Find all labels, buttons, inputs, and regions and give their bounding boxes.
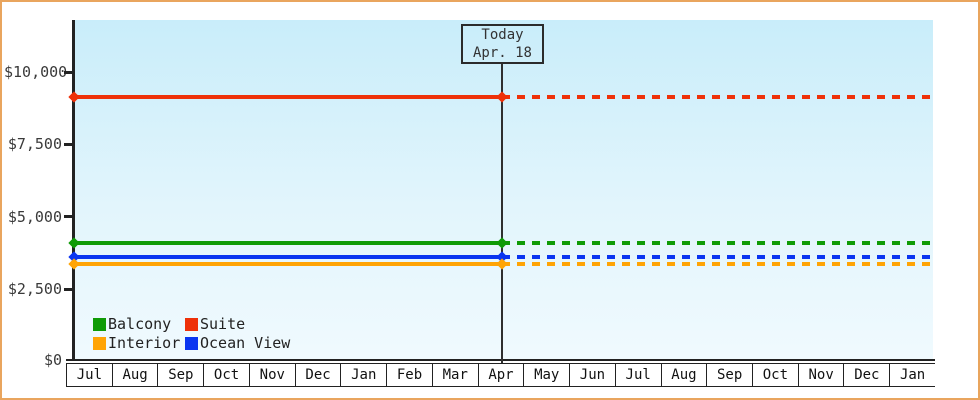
month-cell: Aug <box>111 364 158 386</box>
month-cell: Jul <box>66 364 112 386</box>
month-cell: Jun <box>569 364 615 386</box>
month-cell: Aug <box>660 364 707 386</box>
x-axis-month-labels: Jul Aug Sep Oct Nov Dec Jan Feb Mar Apr … <box>66 363 935 387</box>
price-line-dashed <box>502 255 933 259</box>
y-axis-line <box>72 20 75 360</box>
legend-item-ocean-view: Ocean View <box>185 335 290 351</box>
legend-swatch <box>185 317 198 331</box>
y-tick-label: $0 <box>43 351 62 369</box>
legend-swatch <box>93 317 106 331</box>
legend-item-interior: Interior <box>93 335 180 351</box>
month-cell: Jul <box>614 364 661 386</box>
month-cell: Jan <box>340 364 386 386</box>
legend-item-balcony: Balcony <box>93 316 171 332</box>
y-tick-label: $10,000 <box>4 63 68 81</box>
price-line-dashed <box>502 240 933 245</box>
legend-swatch <box>185 336 198 350</box>
legend-label: Interior <box>108 334 181 352</box>
y-tick-label: $5,000 <box>7 208 62 226</box>
month-cell: Apr <box>477 364 524 386</box>
y-tick-mark <box>64 215 73 218</box>
today-date: Apr. 18 <box>472 45 532 61</box>
today-annotation-box: Today Apr. 18 <box>461 24 544 64</box>
legend-label: Balcony <box>108 315 172 333</box>
price-line-dashed <box>502 94 933 99</box>
month-cell: Nov <box>248 364 295 386</box>
x-axis-line <box>66 359 935 361</box>
month-cell: Nov <box>797 364 844 386</box>
y-tick-mark <box>64 143 73 146</box>
price-line-solid <box>73 240 502 245</box>
today-line <box>501 62 503 363</box>
month-cell: Oct <box>203 364 249 386</box>
month-cell: Dec <box>294 364 341 386</box>
price-line-solid <box>73 255 502 259</box>
y-tick-mark <box>64 288 73 291</box>
month-cell: Oct <box>752 364 798 386</box>
legend-label: Ocean View <box>200 334 291 352</box>
month-cell: Dec <box>843 364 889 386</box>
today-label: Today <box>481 27 524 43</box>
month-cell: Jan <box>889 364 935 386</box>
y-tick-label: $2,500 <box>7 280 62 298</box>
month-cell: May <box>523 364 569 386</box>
price-line-solid <box>73 262 502 267</box>
y-tick-mark <box>64 71 73 74</box>
month-cell: Sep <box>157 364 203 386</box>
price-line-solid <box>73 94 502 99</box>
price-line-dashed <box>502 262 933 267</box>
legend-label: Suite <box>200 315 246 333</box>
month-cell: Mar <box>431 364 478 386</box>
month-cell: Sep <box>706 364 752 386</box>
legend-item-suite: Suite <box>185 316 245 332</box>
month-cell: Feb <box>386 364 432 386</box>
plot-area <box>75 20 933 360</box>
y-tick-label: $7,500 <box>7 135 62 153</box>
legend-swatch <box>93 336 106 350</box>
